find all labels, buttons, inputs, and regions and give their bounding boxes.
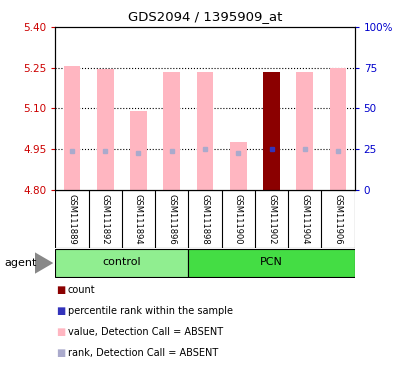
Bar	[296, 72, 312, 190]
Polygon shape	[35, 252, 53, 274]
Text: GSM111898: GSM111898	[200, 194, 209, 244]
Text: ■: ■	[56, 348, 65, 358]
Text: GSM111896: GSM111896	[167, 194, 176, 244]
Text: GSM111906: GSM111906	[333, 194, 342, 244]
Bar	[63, 66, 80, 190]
Text: rank, Detection Call = ABSENT: rank, Detection Call = ABSENT	[67, 348, 217, 358]
Text: GDS2094 / 1395909_at: GDS2094 / 1395909_at	[128, 10, 281, 23]
Text: ■: ■	[56, 327, 65, 337]
Bar	[329, 68, 346, 190]
Text: ■: ■	[56, 285, 65, 295]
Bar	[188, 249, 354, 277]
Text: GSM111900: GSM111900	[233, 194, 242, 244]
Bar	[97, 69, 113, 190]
Bar	[229, 142, 246, 190]
Text: value, Detection Call = ABSENT: value, Detection Call = ABSENT	[67, 327, 222, 337]
Bar	[130, 111, 146, 190]
Text: GSM111902: GSM111902	[266, 194, 275, 244]
Text: ■: ■	[56, 306, 65, 316]
Text: GSM111892: GSM111892	[101, 194, 110, 244]
Bar	[263, 72, 279, 190]
Text: GSM111904: GSM111904	[299, 194, 308, 244]
Text: PCN: PCN	[259, 257, 282, 267]
Text: agent: agent	[4, 258, 36, 268]
Bar	[163, 72, 180, 190]
Text: GSM111889: GSM111889	[67, 194, 76, 244]
Bar	[55, 249, 188, 277]
Text: count: count	[67, 285, 95, 295]
Text: control: control	[102, 257, 141, 267]
Text: percentile rank within the sample: percentile rank within the sample	[67, 306, 232, 316]
Bar	[196, 72, 213, 190]
Text: GSM111894: GSM111894	[134, 194, 143, 244]
